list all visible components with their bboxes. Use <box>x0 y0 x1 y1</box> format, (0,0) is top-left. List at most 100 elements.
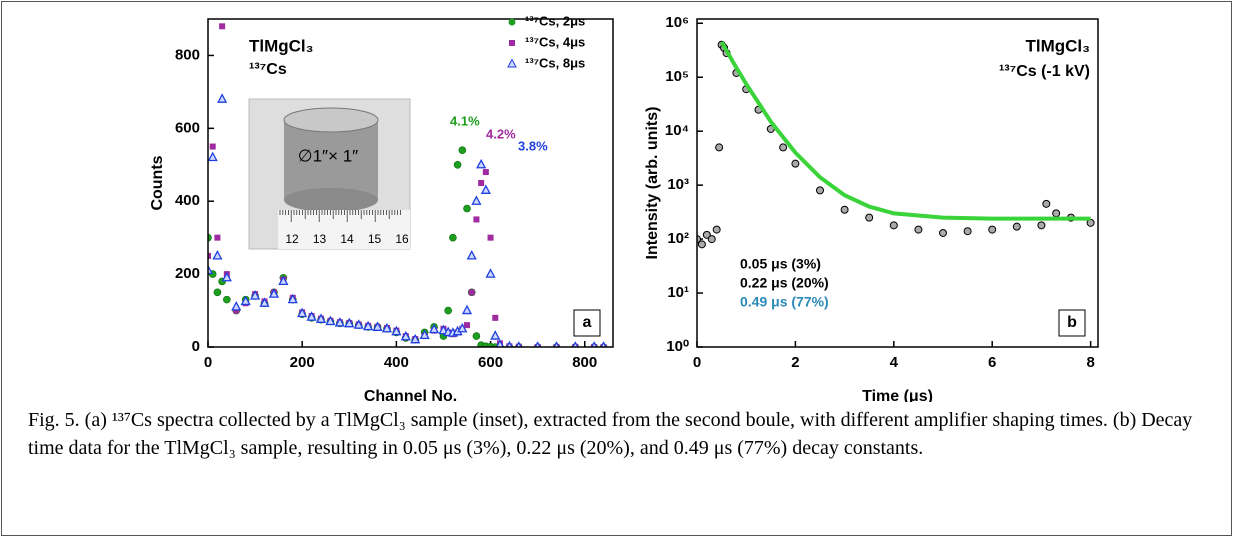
panel-label-box <box>573 309 601 337</box>
ruler-label: 15 <box>368 232 382 246</box>
circle-point <box>472 332 481 340</box>
circle-point <box>889 221 898 230</box>
triangle-point <box>221 271 232 282</box>
circle-point <box>791 159 800 168</box>
annotation: ¹³⁷Cs (-1 kV) <box>999 63 1090 80</box>
triangle-point <box>476 158 487 169</box>
x-tick-label: 0 <box>204 354 212 371</box>
triangle-point <box>217 93 228 103</box>
y-tick-label: 800 <box>175 46 200 63</box>
square-point <box>214 234 221 241</box>
triangle-point <box>287 293 298 304</box>
square-point <box>468 289 475 296</box>
square-point <box>464 322 471 329</box>
circle-point <box>1042 199 1051 208</box>
y-tick-label: 10⁵ <box>665 68 689 85</box>
y-tick-label: 10³ <box>667 176 689 193</box>
square-point <box>208 252 211 259</box>
triangle-point <box>325 315 336 326</box>
triangle-point <box>490 330 501 340</box>
x-axis-label: Time (μs) <box>862 388 933 402</box>
annotation: 0.22 μs (20%) <box>740 275 829 291</box>
x-tick-label: 200 <box>290 354 315 371</box>
panel-label-box <box>1058 309 1086 337</box>
x-tick-label: 600 <box>478 354 503 371</box>
plot-frame <box>207 18 614 348</box>
triangle-point <box>372 321 383 331</box>
legend-marker <box>508 18 516 26</box>
legend-label: ¹³⁷Cs, 8μs <box>525 55 585 70</box>
circle-point <box>223 295 231 304</box>
triangle-point <box>471 195 482 205</box>
caption: Fig. 5. (a) ¹³⁷Cs spectra collected by a… <box>28 409 1193 459</box>
points <box>208 23 608 347</box>
circle-point <box>963 227 972 236</box>
circle-point <box>702 230 711 239</box>
circle-point <box>463 204 471 213</box>
triangle-point <box>461 304 473 315</box>
triangle-point <box>410 333 421 344</box>
circle-point <box>840 205 849 214</box>
cylinder-body <box>284 120 378 200</box>
legend-label: ¹³⁷Cs, 2μs <box>525 13 585 28</box>
triangle-point <box>297 307 308 318</box>
y-axis-label: Intensity (arb. units) <box>644 107 661 260</box>
circle-point <box>697 240 706 249</box>
triangle-point <box>506 340 513 347</box>
triangle-point <box>400 330 411 341</box>
y-tick-label: 600 <box>175 119 200 136</box>
triangle-point <box>480 184 491 194</box>
cylinder-top <box>283 107 379 133</box>
inset-label: ∅1″× 1″ <box>298 146 358 165</box>
triangle-point <box>391 325 402 336</box>
circle-point <box>715 143 724 152</box>
circle-point <box>939 228 948 237</box>
circle-point <box>1012 222 1021 231</box>
plot-frame <box>696 18 1099 348</box>
square-point <box>482 169 489 176</box>
panel-label: b <box>1067 314 1077 331</box>
x-axis-label: Channel No. <box>364 388 457 402</box>
annotation: 4.1% <box>450 113 480 128</box>
points <box>697 40 1095 249</box>
circle-point <box>712 225 721 234</box>
y-tick-label: 400 <box>175 192 200 209</box>
fit-line <box>719 40 1091 221</box>
triangle-point <box>250 290 261 300</box>
circle-point <box>697 235 701 244</box>
legend-marker <box>507 58 517 68</box>
triangle-point <box>240 295 251 306</box>
ruler-label: 14 <box>340 232 354 246</box>
ruler-label: 13 <box>313 232 327 246</box>
triangle-point <box>212 250 223 260</box>
circle-point <box>988 225 997 234</box>
annotation: TlMgCl₃ <box>1025 36 1090 55</box>
annotation: 0.49 μs (77%) <box>740 294 829 310</box>
circle-point <box>707 235 716 244</box>
triangle-point <box>495 339 505 347</box>
circle-point <box>1052 209 1061 218</box>
y-axis-label: Counts <box>149 155 166 210</box>
triangle-point <box>381 322 393 333</box>
ruler-label: 12 <box>285 232 299 246</box>
y-tick-label: 10⁶ <box>665 14 689 31</box>
square-point <box>473 216 480 223</box>
legend-label: ¹³⁷Cs, 4μs <box>525 34 585 49</box>
circle-point <box>779 143 788 152</box>
circle-point <box>865 213 874 222</box>
circle-point <box>914 225 923 234</box>
x-tick-label: 6 <box>988 354 996 371</box>
cylinder-bottom <box>284 188 378 212</box>
square-point <box>478 180 485 186</box>
triangle-point <box>259 297 270 307</box>
x-tick-label: 4 <box>890 354 899 371</box>
triangle-point <box>208 264 214 275</box>
triangle-point <box>268 288 280 298</box>
triangle-point <box>363 320 374 331</box>
annotation: 3.8% <box>518 138 548 153</box>
circle-point <box>1037 221 1046 230</box>
x-tick-label: 800 <box>572 354 597 371</box>
y-tick-label: 10⁰ <box>666 338 689 355</box>
triangle-point <box>344 317 355 328</box>
square-point <box>492 314 499 321</box>
